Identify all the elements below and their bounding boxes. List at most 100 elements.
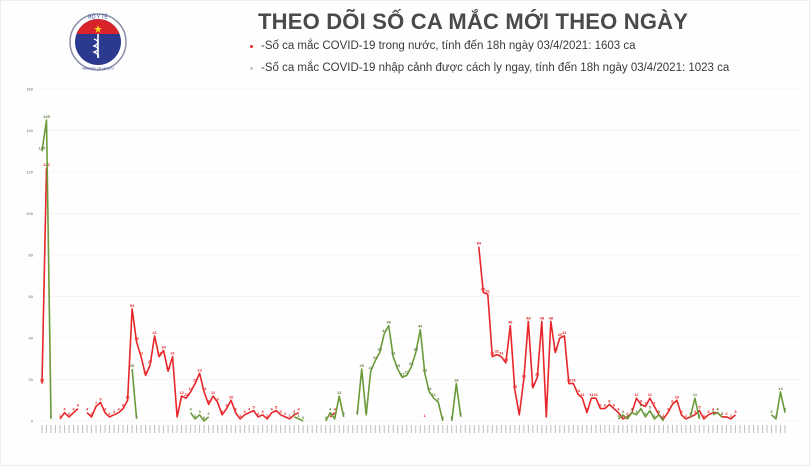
data-label: 2 <box>725 411 728 416</box>
data-label: 61 <box>486 288 491 293</box>
x-tick-label <box>199 425 201 433</box>
data-label: 42 <box>382 328 387 333</box>
imported-cases-line <box>712 411 723 418</box>
x-tick-label <box>572 425 574 433</box>
x-tick-label <box>136 425 138 433</box>
data-label: 22 <box>143 369 148 374</box>
x-tick-label <box>253 425 255 433</box>
data-label: 1 <box>662 413 665 418</box>
x-tick-label <box>118 425 120 433</box>
data-label: 31 <box>499 351 504 356</box>
x-tick-label <box>181 425 183 433</box>
x-tick-label <box>388 425 390 433</box>
data-label: 1 <box>135 413 138 418</box>
x-tick-label <box>613 425 615 433</box>
data-label: 11 <box>693 392 698 397</box>
x-tick-label <box>685 425 687 433</box>
data-label: 1 <box>50 413 53 418</box>
x-tick-label <box>91 425 93 433</box>
domestic-cases-line <box>86 308 300 420</box>
x-tick-label <box>68 425 70 433</box>
data-label: 4 <box>716 407 719 412</box>
data-label: 130 <box>39 145 46 150</box>
x-tick-label <box>208 425 210 433</box>
x-tick-label <box>586 425 588 433</box>
data-label: 1 <box>698 413 701 418</box>
data-label: 14 <box>427 386 432 391</box>
x-tick-label <box>644 425 646 433</box>
y-tick-label: 80 <box>29 253 34 258</box>
data-label: 8 <box>640 398 643 403</box>
x-tick-label <box>203 425 205 433</box>
data-label: 1 <box>626 413 629 418</box>
data-label: 0 <box>442 415 445 420</box>
data-label: 18 <box>193 378 198 383</box>
x-tick-label <box>509 425 511 433</box>
data-label: 1 <box>685 413 688 418</box>
data-label: 3 <box>770 409 773 414</box>
data-label: 31 <box>170 351 175 356</box>
x-tick-label <box>248 425 250 433</box>
x-tick-label <box>563 425 565 433</box>
data-label: 18 <box>567 378 572 383</box>
data-label: 48 <box>540 315 545 320</box>
data-label: 4 <box>235 407 238 412</box>
legend-domestic-label: -Số ca mắc COVID-19 trong nước, tính đến… <box>261 40 636 52</box>
data-label: 3 <box>113 409 116 414</box>
data-label: 41 <box>562 330 567 335</box>
data-label: 21 <box>400 371 405 376</box>
data-label: 1 <box>59 413 62 418</box>
x-tick-label <box>230 425 232 433</box>
x-tick-label <box>302 425 304 433</box>
data-label: 16 <box>531 382 536 387</box>
x-tick-label <box>320 425 322 433</box>
imported-cases-line <box>770 391 786 420</box>
data-label: 2 <box>626 411 629 416</box>
x-tick-label <box>757 425 759 433</box>
data-label: 0 <box>203 415 206 420</box>
data-label: 4 <box>63 407 66 412</box>
data-label: 7 <box>95 400 98 405</box>
data-label: 31 <box>157 351 162 356</box>
data-label: 25 <box>396 363 401 368</box>
x-tick-label <box>172 425 174 433</box>
data-label: 1 <box>266 413 269 418</box>
data-label: 21 <box>535 371 540 376</box>
data-label: 3 <box>280 409 283 414</box>
data-label: 4 <box>716 407 719 412</box>
x-tick-label <box>500 425 502 433</box>
data-label: 11 <box>432 392 437 397</box>
x-tick-label <box>163 425 165 433</box>
x-tick-label <box>379 425 381 433</box>
x-tick-label <box>194 425 196 433</box>
x-tick-label <box>698 425 700 433</box>
x-tick-label <box>514 425 516 433</box>
x-tick-label <box>505 425 507 433</box>
x-tick-label <box>239 425 241 433</box>
data-label: 20 <box>522 374 527 379</box>
svg-text:MINISTRY OF HEALTH: MINISTRY OF HEALTH <box>82 67 114 71</box>
data-label: 6 <box>640 403 643 408</box>
data-label: 3 <box>518 409 521 414</box>
data-label: 0 <box>302 415 305 420</box>
legend-imported-marker-icon <box>250 66 253 70</box>
data-label: 1 <box>703 413 706 418</box>
data-label: 4 <box>631 407 634 412</box>
x-tick-label <box>293 425 295 433</box>
data-label: 34 <box>161 344 166 349</box>
data-label: 23 <box>197 367 202 372</box>
data-label: 38 <box>134 336 139 341</box>
data-label: 6 <box>604 403 607 408</box>
data-label: 46 <box>508 320 513 325</box>
data-label: 1 <box>289 413 292 418</box>
x-tick-label <box>469 425 471 433</box>
legend-domestic-marker-icon <box>250 44 253 48</box>
data-label: 1 <box>334 413 337 418</box>
x-tick-label <box>271 425 273 433</box>
x-tick-label <box>608 425 610 433</box>
x-tick-label <box>581 425 583 433</box>
data-label: 24 <box>166 365 171 370</box>
x-tick-label <box>680 425 682 433</box>
x-tick-label <box>77 425 79 433</box>
imported-cases-line <box>356 324 444 422</box>
